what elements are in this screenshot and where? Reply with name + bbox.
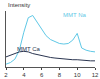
svg-text:2: 2 [4, 72, 8, 78]
svg-text:12: 12 [92, 72, 99, 78]
svg-text:MMT Na: MMT Na [63, 12, 87, 18]
svg-text:10: 10 [74, 72, 81, 78]
svg-text:6: 6 [40, 72, 44, 78]
svg-text:4: 4 [22, 72, 26, 78]
svg-text:MMT Ca: MMT Ca [17, 46, 41, 52]
svg-text:Intensity: Intensity [8, 2, 30, 8]
svg-text:8: 8 [58, 72, 62, 78]
